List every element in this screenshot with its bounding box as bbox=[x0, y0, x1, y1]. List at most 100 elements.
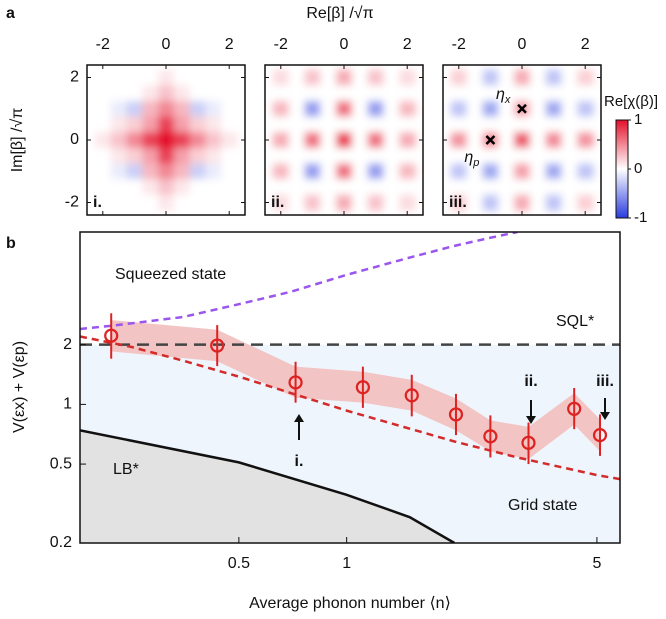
heatmap-cell bbox=[173, 69, 191, 86]
heatmap-cell bbox=[351, 116, 369, 133]
heatmap-cell bbox=[482, 100, 499, 118]
heatmap-cell bbox=[320, 100, 337, 118]
heatmap-cell bbox=[142, 100, 159, 118]
heatmap-cell bbox=[482, 85, 499, 102]
heatmap-cell bbox=[561, 194, 578, 211]
heatmap-cell bbox=[545, 116, 562, 133]
heatmap-cell bbox=[545, 85, 562, 102]
heatmap-cell bbox=[94, 132, 112, 149]
y-axis-title: Im[β] /√π bbox=[9, 108, 26, 173]
heatmap-cell bbox=[529, 116, 547, 133]
heatmap-cell bbox=[205, 163, 222, 180]
x-tick-label: -2 bbox=[274, 36, 288, 53]
heatmap-cell bbox=[221, 147, 238, 164]
heatmap-cell bbox=[561, 85, 578, 102]
heatmap-cell bbox=[142, 147, 159, 164]
heatmap-cell bbox=[367, 163, 384, 180]
heatmap-cell bbox=[158, 116, 175, 133]
heatmap-cell bbox=[514, 147, 531, 164]
heatmap-cell bbox=[304, 132, 321, 149]
heatmap-cell bbox=[304, 179, 321, 196]
heatmap-cell bbox=[126, 147, 143, 164]
heatmap-cell bbox=[466, 179, 483, 196]
heatmap-cell bbox=[450, 179, 468, 196]
marker-label-base: η bbox=[464, 149, 473, 166]
colorbar bbox=[615, 119, 629, 219]
heatmap-cell bbox=[482, 179, 499, 196]
y-tick-label: 0 bbox=[70, 131, 79, 148]
heatmap-cell bbox=[288, 100, 305, 118]
heatmap-cell bbox=[399, 116, 416, 133]
heatmap-cell bbox=[142, 85, 159, 102]
heatmap-cell bbox=[288, 194, 305, 211]
heatmap-cell bbox=[529, 69, 547, 86]
heatmap bbox=[272, 69, 416, 211]
heatmap-cell bbox=[110, 163, 127, 180]
x-tick-label: 5 bbox=[592, 555, 601, 572]
heatmap-cell bbox=[205, 116, 222, 133]
x-tick-label: 0 bbox=[340, 36, 349, 53]
x-tick-label: 2 bbox=[403, 36, 412, 53]
heatmap-cell bbox=[173, 194, 191, 211]
heatmap-cell bbox=[466, 132, 483, 149]
panel-label: a bbox=[6, 5, 15, 22]
heatmap-cell bbox=[94, 116, 112, 133]
x-tick-label: -2 bbox=[96, 36, 110, 53]
heatmap-cell bbox=[126, 179, 143, 196]
heatmap-cell bbox=[189, 147, 206, 164]
heatmap-cell bbox=[288, 147, 305, 164]
heatmap-cell bbox=[173, 85, 191, 102]
heatmap-cell bbox=[304, 85, 321, 102]
heatmap-cell bbox=[336, 85, 353, 102]
heatmap-cell bbox=[94, 69, 112, 86]
heatmap-cell bbox=[561, 179, 578, 196]
heatmap-cell bbox=[367, 85, 384, 102]
heatmap bbox=[450, 69, 594, 211]
heatmap-cell bbox=[336, 194, 353, 211]
heatmap-cell bbox=[320, 147, 337, 164]
marker-label-sub: p bbox=[472, 157, 479, 169]
heatmap-cell bbox=[529, 85, 547, 102]
heatmap-cell bbox=[94, 194, 112, 211]
heatmap-cell bbox=[450, 163, 468, 180]
heatmap-cell bbox=[126, 85, 143, 102]
heatmap-cell bbox=[545, 147, 562, 164]
heatmap-cell bbox=[142, 179, 159, 196]
heatmap-cell bbox=[173, 132, 191, 149]
heatmap-cell bbox=[288, 163, 305, 180]
x-tick-label: 0 bbox=[518, 36, 527, 53]
heatmap-cell bbox=[158, 69, 175, 86]
heatmap-cell bbox=[336, 132, 353, 149]
heatmap-cell bbox=[221, 163, 238, 180]
series-line bbox=[80, 232, 518, 331]
heatmap-cell bbox=[126, 163, 143, 180]
heatmap-cell bbox=[498, 163, 515, 180]
heatmap-cell bbox=[545, 163, 562, 180]
heatmap-cell bbox=[158, 147, 175, 164]
heatmap-cell bbox=[288, 116, 305, 133]
x-tick-label: -2 bbox=[452, 36, 466, 53]
heatmap-cell bbox=[110, 147, 127, 164]
heatmap-cells bbox=[450, 69, 594, 211]
heatmap-cell bbox=[383, 163, 400, 180]
heatmap-cell bbox=[529, 100, 547, 118]
heatmap-cell bbox=[221, 100, 238, 118]
heatmap-cell bbox=[545, 179, 562, 196]
y-tick-label: 2 bbox=[63, 336, 72, 353]
data-point bbox=[404, 388, 419, 403]
heatmap-cell bbox=[320, 132, 337, 149]
heatmap-cell bbox=[514, 69, 531, 86]
heatmap-cell bbox=[514, 116, 531, 133]
data-point bbox=[567, 401, 582, 416]
heatmap-cell bbox=[272, 116, 290, 133]
heatmap-cell bbox=[529, 132, 547, 149]
heatmap-cell bbox=[205, 147, 222, 164]
heatmap-cell bbox=[561, 163, 578, 180]
heatmap-cell bbox=[561, 69, 578, 86]
heatmap-cell bbox=[158, 132, 175, 149]
colorbar-tick-label: -1 bbox=[634, 209, 647, 226]
heatmap-cell bbox=[351, 132, 369, 149]
heatmap-cell bbox=[205, 100, 222, 118]
data-point bbox=[483, 429, 498, 444]
heatmap-cell bbox=[272, 163, 290, 180]
